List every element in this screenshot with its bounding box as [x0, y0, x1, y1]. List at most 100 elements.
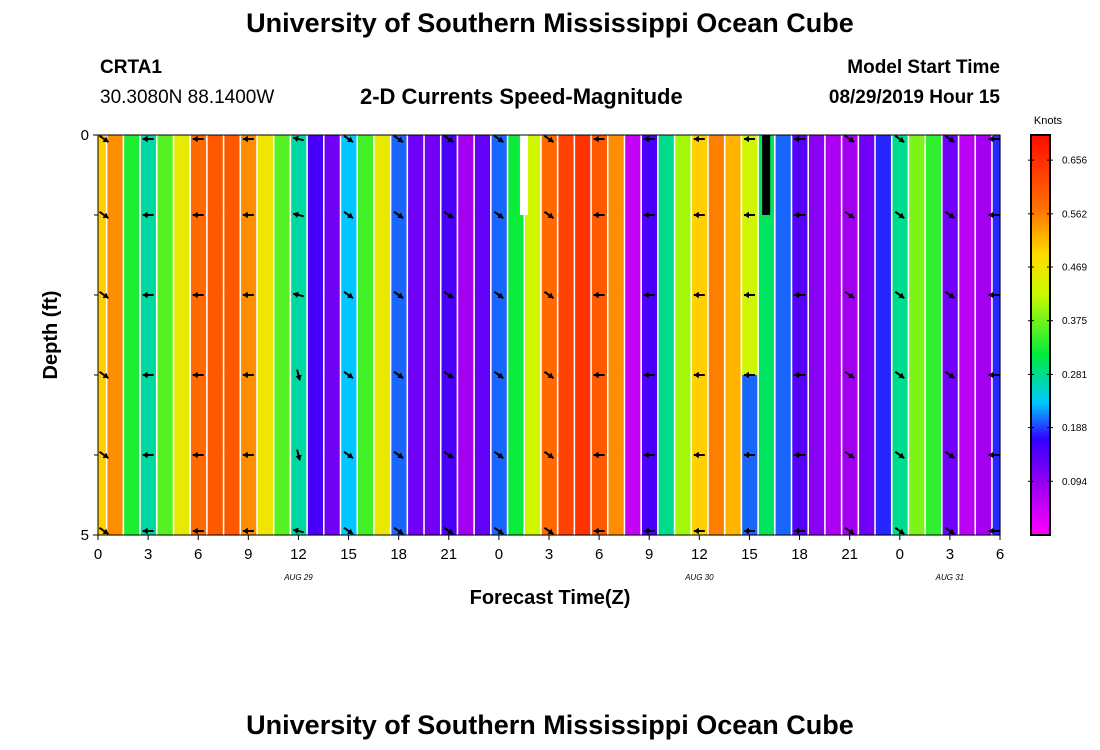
heatmap-cell — [842, 375, 858, 456]
heatmap-cell — [742, 135, 758, 216]
current-vector-head — [242, 527, 248, 535]
current-vector-head — [948, 372, 955, 379]
heatmap-cell — [792, 295, 808, 376]
heatmap-cell — [274, 455, 290, 536]
heatmap-cell — [391, 375, 407, 456]
current-vector-head — [242, 451, 248, 459]
heatmap-cell — [424, 375, 440, 456]
heatmap-cell — [458, 215, 474, 296]
current-vector-head — [497, 528, 504, 535]
heatmap-cell — [708, 215, 724, 296]
current-vector-head — [397, 452, 404, 459]
heatmap-cell — [859, 455, 875, 536]
current-vector-head — [102, 528, 109, 535]
heatmap-cell — [157, 455, 173, 536]
heatmap-cell — [942, 375, 958, 456]
heatmap-cell — [909, 135, 925, 216]
heatmap-cell — [441, 295, 457, 376]
heatmap-cell — [307, 215, 324, 296]
current-vector-head — [898, 136, 905, 143]
heatmap-cell — [441, 215, 457, 296]
heatmap-cell — [525, 295, 541, 376]
heatmap-cell — [541, 295, 557, 376]
heatmap-cell — [558, 215, 574, 296]
heatmap-cell — [942, 135, 958, 216]
heatmap-cell — [241, 295, 257, 376]
heatmap-cell — [675, 375, 691, 456]
heatmap-cell — [925, 135, 942, 216]
heatmap-cell — [842, 455, 858, 536]
current-vector-head — [447, 212, 454, 219]
page-title: University of Southern Mississippi Ocean… — [246, 8, 854, 38]
heatmap-cell — [808, 215, 825, 296]
heatmap-cell — [157, 295, 173, 376]
heatmap-cell — [925, 215, 942, 296]
heatmap-cell — [324, 295, 340, 376]
heatmap-cell — [341, 375, 357, 456]
heatmap-cell — [859, 135, 875, 216]
heatmap-cell — [575, 215, 591, 296]
colorbar-tick-label: 0.094 — [1062, 477, 1087, 488]
heatmap-cell — [541, 215, 557, 296]
heatmap-cell — [591, 455, 607, 536]
colorbar-tick-label: 0.375 — [1062, 316, 1087, 327]
current-vector-head — [794, 135, 800, 143]
heatmap-cell — [140, 455, 156, 536]
current-vector-head — [397, 528, 404, 535]
current-vector-head — [794, 451, 800, 459]
heatmap-cell — [357, 455, 374, 536]
heatmap-cell — [758, 295, 775, 376]
heatmap-cell — [224, 215, 240, 296]
current-vector-head — [547, 372, 554, 379]
heatmap-cell — [458, 135, 474, 216]
current-vector-head — [643, 451, 649, 459]
heatmap-cell — [307, 295, 324, 376]
station-coords: 30.3080N 88.1400W — [100, 87, 275, 108]
heatmap-cell — [641, 135, 658, 216]
heatmap-cell — [174, 295, 190, 376]
heatmap-cell — [441, 455, 457, 536]
heatmap-cell — [976, 375, 992, 456]
heatmap-cell — [675, 135, 691, 216]
heatmap-cell — [525, 215, 541, 296]
heatmap-cell — [190, 375, 207, 456]
heatmap-cell — [324, 455, 340, 536]
heatmap-cell — [474, 375, 491, 456]
current-vector-head — [497, 136, 504, 143]
heatmap-cell — [992, 215, 1001, 296]
heatmap-cell — [675, 215, 691, 296]
heatmap-cell — [124, 375, 140, 456]
current-vector-head — [397, 292, 404, 299]
current-vector-head — [743, 371, 749, 379]
current-vector-head — [347, 528, 354, 535]
heatmap-cell — [157, 215, 173, 296]
current-vector-head — [794, 527, 800, 535]
heatmap-cell — [625, 215, 641, 296]
heatmap-cell — [758, 215, 775, 296]
x-tick-label: 15 — [741, 546, 758, 563]
heatmap-cell — [658, 135, 674, 216]
heatmap-cell — [190, 135, 207, 216]
heatmap-cell — [291, 455, 307, 536]
heatmap-cell — [291, 295, 307, 376]
current-vector-head — [743, 135, 749, 143]
heatmap-cell — [792, 215, 808, 296]
heatmap-cell — [708, 295, 724, 376]
current-vector-head — [192, 527, 198, 535]
current-vector-head — [948, 452, 955, 459]
heatmap-cell — [357, 135, 374, 216]
current-vector-head — [693, 211, 699, 219]
heatmap-cell — [124, 455, 140, 536]
heatmap-cell — [174, 215, 190, 296]
heatmap-cell — [224, 295, 240, 376]
heatmap-cell — [875, 215, 891, 296]
current-vector-head — [643, 371, 649, 379]
gap-marker — [519, 135, 528, 215]
heatmap-cell — [708, 375, 724, 456]
current-vector-head — [643, 211, 649, 219]
heatmap-cell — [341, 295, 357, 376]
heatmap-cell — [742, 455, 758, 536]
x-tick-label: 18 — [791, 546, 808, 563]
heatmap-cell — [491, 375, 507, 456]
current-vector-head — [693, 527, 699, 535]
